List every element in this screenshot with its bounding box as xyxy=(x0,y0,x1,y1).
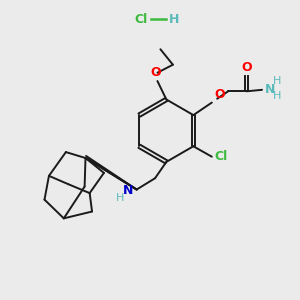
Text: Cl: Cl xyxy=(134,13,148,26)
Text: H: H xyxy=(169,13,179,26)
Text: O: O xyxy=(150,66,161,79)
Text: N: N xyxy=(264,83,275,96)
Text: H: H xyxy=(116,193,124,203)
Text: H: H xyxy=(273,92,282,101)
Text: O: O xyxy=(241,61,252,74)
Text: Cl: Cl xyxy=(215,150,228,163)
Text: O: O xyxy=(214,88,224,101)
Text: H: H xyxy=(273,76,282,86)
Text: N: N xyxy=(123,184,133,197)
